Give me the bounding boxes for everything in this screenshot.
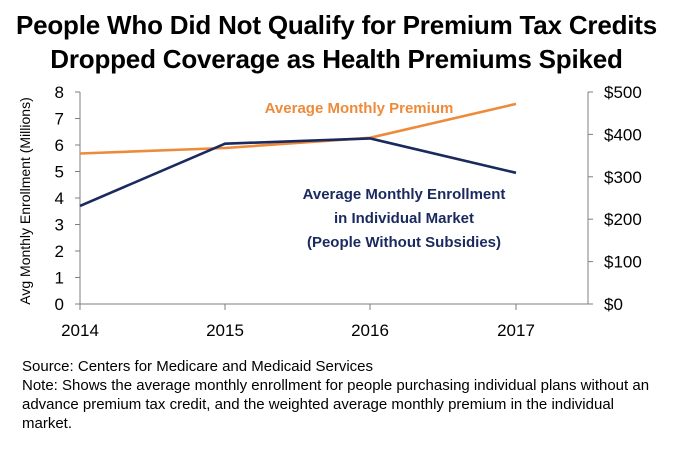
y-tick-label: 7: [55, 110, 64, 129]
x-tick-label: 2014: [61, 321, 99, 340]
y2-tick-label: $200: [604, 210, 642, 229]
chart-title-line-2: Dropped Coverage as Health Premiums Spik…: [50, 44, 623, 74]
y-tick-label: 2: [55, 242, 64, 261]
enrollment-series-label-line-3: (People Without Subsidies): [307, 234, 501, 251]
y-tick-label: 3: [55, 216, 64, 235]
enrollment-series-label-line-2: in Individual Market: [334, 210, 474, 227]
y2-tick-label: $100: [604, 253, 642, 272]
y-tick-label: 1: [55, 269, 64, 288]
y-tick-label: 6: [55, 136, 64, 155]
premium-series-label: Average Monthly Premium: [265, 100, 454, 117]
y2-tick-label: $500: [604, 83, 642, 102]
enrollment-line: [79, 137, 517, 208]
premium-line: [79, 102, 517, 155]
chart-series-labels: Average Monthly Premium Average Monthly E…: [265, 100, 506, 251]
y2-tick-label: $400: [604, 125, 642, 144]
chart-axes: 0 1 2 3 4 5 6 7 8 $0 $100 $200 $300 $400 $500 2014 2015 2…: [17, 83, 642, 340]
enrollment-series-label-line-1: Average Monthly Enrollment: [303, 186, 506, 203]
chart-source: Source: Centers for Medicare and Medicai…: [22, 358, 373, 375]
y-tick-label: 8: [55, 83, 64, 102]
y2-tick-label: $0: [604, 295, 623, 314]
y-tick-label: 4: [55, 189, 64, 208]
line-chart: 0 1 2 3 4 5 6 7 8 $0 $100 $200 $300 $400 $500 2014 2015 2…: [17, 83, 642, 340]
x-tick-label: 2015: [206, 321, 244, 340]
chart-series: [79, 102, 517, 208]
y-axis-label: Avg Monthly Enrollment (Millions): [17, 97, 33, 304]
x-tick-label: 2016: [351, 321, 389, 340]
chart-title-line-1: People Who Did Not Qualify for Premium T…: [15, 10, 658, 40]
y-tick-label: 5: [55, 163, 64, 182]
x-tick-label: 2017: [497, 321, 535, 340]
y-tick-label: 0: [55, 295, 64, 314]
chart-note: Note: Shows the average monthly enrollme…: [22, 377, 650, 432]
y2-tick-label: $300: [604, 168, 642, 187]
